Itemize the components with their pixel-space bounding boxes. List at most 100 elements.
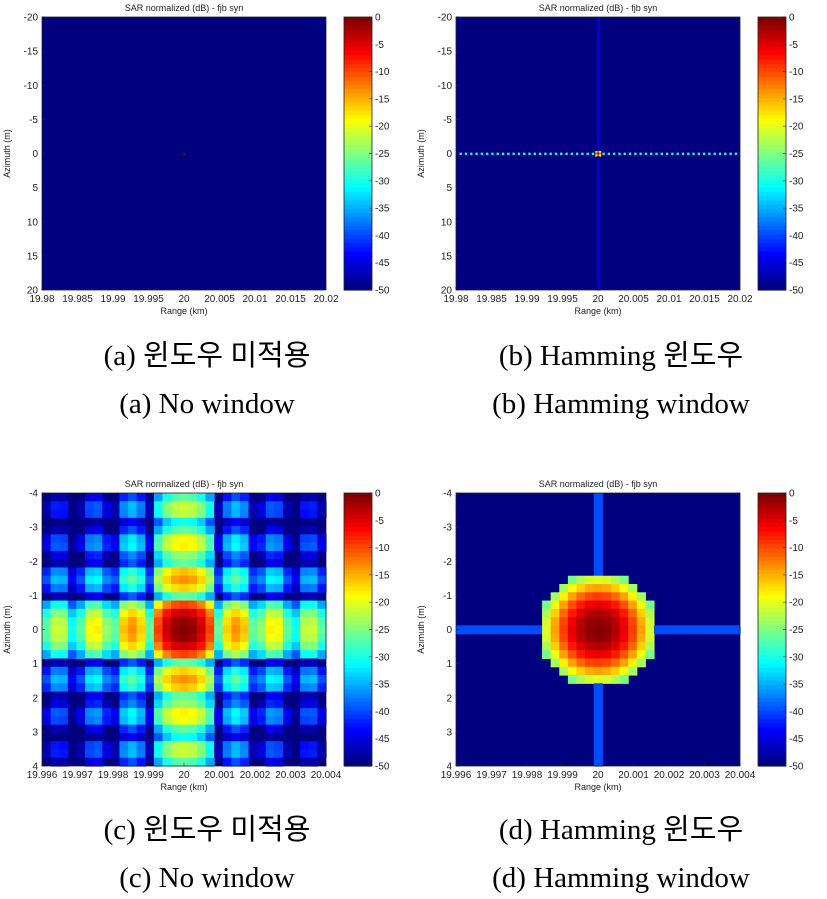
heatmap-cell — [110, 741, 121, 751]
heatmap-cell — [597, 28, 600, 32]
heatmap-cell — [153, 600, 164, 610]
x-axis-label: Range (km) — [574, 782, 621, 792]
heatmap-cell — [597, 134, 600, 137]
heatmap-cell — [623, 152, 626, 155]
heatmap-cell — [196, 691, 207, 701]
heatmap-cell — [300, 509, 310, 519]
colorbar-segment — [344, 46, 372, 52]
heatmap-cell — [119, 534, 129, 544]
heatmap-cell — [274, 708, 284, 717]
heatmap-cell — [585, 658, 595, 668]
colorbar-segment — [344, 123, 372, 129]
heatmap-cell — [274, 608, 284, 618]
heatmap-cell — [665, 152, 669, 155]
colorbar-segment — [758, 196, 786, 202]
heatmap-cell — [593, 559, 603, 569]
heatmap-cell — [119, 584, 129, 593]
heatmap-cell — [136, 749, 146, 759]
heatmap-cell — [171, 691, 181, 701]
heatmap-cell — [567, 658, 578, 668]
heatmap-cell — [645, 641, 655, 651]
heatmap-cell — [85, 650, 95, 660]
heatmap-cell — [550, 608, 560, 618]
heatmap-cell — [171, 493, 181, 502]
heatmap-cell — [565, 152, 568, 155]
heatmap-cell — [274, 641, 284, 651]
heatmap-cell — [634, 152, 637, 155]
colorbar-segment — [758, 518, 786, 524]
heatmap-cell — [300, 749, 310, 759]
heatmap-cell — [274, 650, 284, 660]
heatmap-cell — [239, 550, 250, 560]
heatmap-cell — [265, 716, 275, 726]
heatmap-cell — [239, 732, 250, 742]
y-tick-label: 10 — [27, 217, 39, 228]
heatmap-cell — [597, 215, 600, 218]
heatmap-cell — [205, 757, 215, 767]
colorbar-segment — [758, 208, 786, 214]
heatmap-cell — [76, 650, 86, 660]
heatmap-cell — [145, 617, 155, 626]
heatmap-cell — [205, 691, 215, 701]
heatmap-cell — [597, 20, 600, 23]
colorbar-segment — [344, 272, 372, 278]
heatmap-cell — [597, 225, 600, 228]
heatmap-cell — [300, 567, 310, 577]
heatmap-cell — [559, 650, 569, 660]
colorbar-segment — [758, 255, 786, 261]
heatmap-cell — [153, 592, 164, 602]
heatmap-cell — [67, 675, 78, 684]
heatmap-cell — [50, 600, 60, 610]
heatmap-cell — [598, 152, 602, 155]
heatmap-cell — [110, 683, 121, 693]
y-tick-label: -15 — [438, 47, 453, 58]
heatmap-cell — [136, 625, 146, 635]
heatmap-cell — [567, 625, 578, 635]
heatmap-cell — [317, 501, 327, 511]
heatmap-cell — [128, 509, 138, 519]
heatmap-cell — [188, 749, 198, 759]
x-tick-label: 19.99 — [514, 294, 539, 305]
heatmap-cell — [239, 650, 250, 660]
colorbar-segment — [344, 285, 372, 291]
heatmap-cell — [222, 559, 232, 569]
heatmap-cell — [597, 140, 600, 144]
heatmap-cell — [317, 534, 327, 544]
heatmap-cell — [119, 542, 129, 552]
heatmap-cell — [179, 741, 189, 751]
heatmap-cell — [257, 675, 267, 684]
colorbar-segment — [758, 493, 786, 498]
heatmap-cell — [317, 641, 327, 651]
heatmap-cell — [59, 749, 69, 759]
heatmap-cell — [162, 757, 172, 767]
colorbar-tick-label: -40 — [789, 231, 804, 242]
heatmap-cell — [196, 600, 207, 610]
heatmap-cell — [597, 169, 600, 172]
heatmap-cell — [145, 716, 155, 726]
colorbar-segment — [758, 170, 786, 176]
heatmap-cell — [597, 239, 600, 242]
colorbar-segment — [758, 264, 786, 270]
heatmap-cell — [153, 493, 164, 502]
heatmap-cell — [610, 617, 621, 626]
heatmap-cell — [231, 749, 241, 759]
colorbar-segment — [758, 217, 786, 223]
heatmap-cell — [59, 617, 69, 626]
colorbar-segment — [344, 243, 372, 248]
colorbar-segment — [758, 505, 786, 511]
chart-title: SAR normalized (dB) - fjb syn — [539, 3, 658, 13]
heatmap-cell — [205, 666, 215, 676]
x-tick-label: 19.985 — [62, 294, 93, 305]
heatmap-cell — [282, 567, 293, 577]
heatmap-cell — [567, 608, 578, 618]
colorbar-segment — [758, 642, 786, 648]
heatmap-cell — [597, 108, 600, 111]
heatmap-cell — [550, 658, 560, 668]
heatmap-cell — [205, 741, 215, 751]
heatmap-cell — [85, 608, 95, 618]
colorbar-segment — [344, 633, 372, 639]
heatmap-cell — [85, 517, 95, 527]
heatmap-cell — [145, 534, 155, 544]
heatmap-cell — [136, 550, 146, 560]
y-tick-label: 1 — [32, 659, 38, 670]
